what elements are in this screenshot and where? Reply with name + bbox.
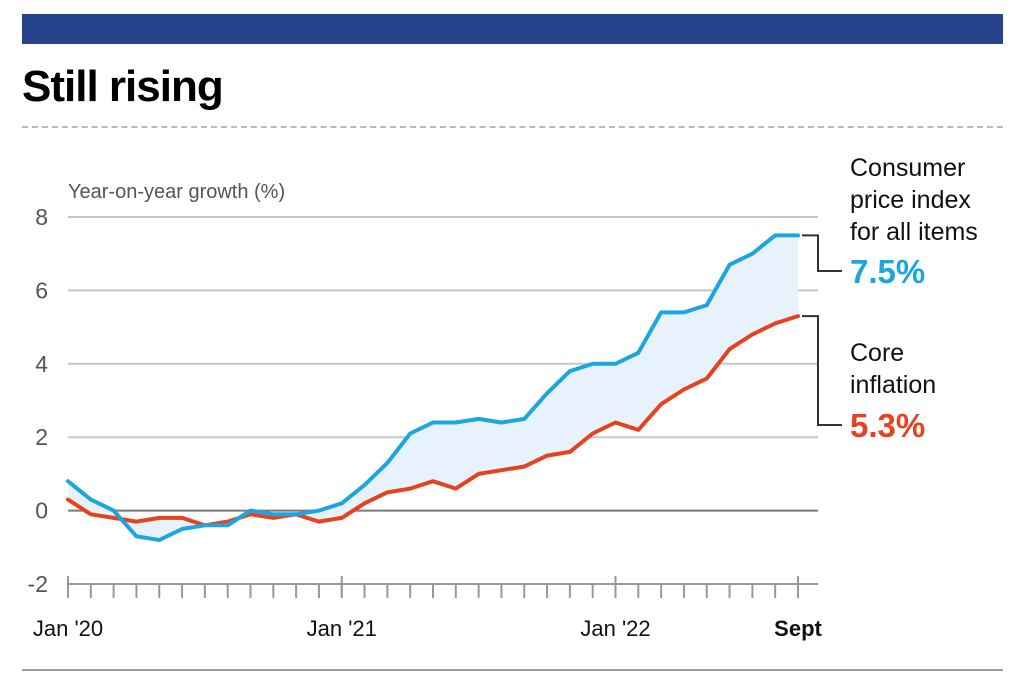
x-tick-label: Jan '22 [580,616,650,641]
y-tick-label: 8 [35,204,48,230]
x-tick-label: Sept [774,616,822,641]
y-tick-label: -2 [28,571,48,597]
x-tick-label: Jan '21 [307,616,377,641]
cpi-leader-line [802,234,842,272]
legend-leader-lines [802,234,842,426]
bottom-divider [22,669,1003,671]
y-tick-label: 4 [35,351,48,377]
legend-core-line-1: Core [850,339,904,367]
title-divider [22,126,1003,128]
y-tick-label: 0 [35,498,48,524]
legend-core-value: 5.3% [850,407,925,444]
y-tick-label: 6 [35,277,48,303]
legend-core: Core inflation 5.3% [850,339,936,444]
legend-cpi: Consumer price index for all items 7.5% [850,154,978,290]
y-axis-label: Year-on-year growth (%) [68,181,285,203]
x-tick-label: Jan '20 [33,616,103,641]
x-axis-ticks: Jan '20 Jan '21 Jan '22 Sept [33,576,823,641]
legend-cpi-line-2: price index [850,186,971,214]
header-color-bar [22,14,1003,44]
legend-cpi-line-3: for all items [850,218,978,246]
legend-cpi-value: 7.5% [850,253,925,290]
legend-cpi-line-1: Consumer [850,154,965,182]
cpi-core-gap-area [68,235,798,540]
legend-core-line-2: inflation [850,371,936,399]
core-leader-line [802,315,842,426]
y-axis-ticks: -2 0 2 4 6 8 [28,204,49,597]
series-lines [66,233,800,542]
chart-title: Still rising [22,62,224,111]
core-inflation-series-line [66,314,800,528]
y-tick-label: 2 [35,424,48,450]
cpi-series-line [66,233,800,542]
